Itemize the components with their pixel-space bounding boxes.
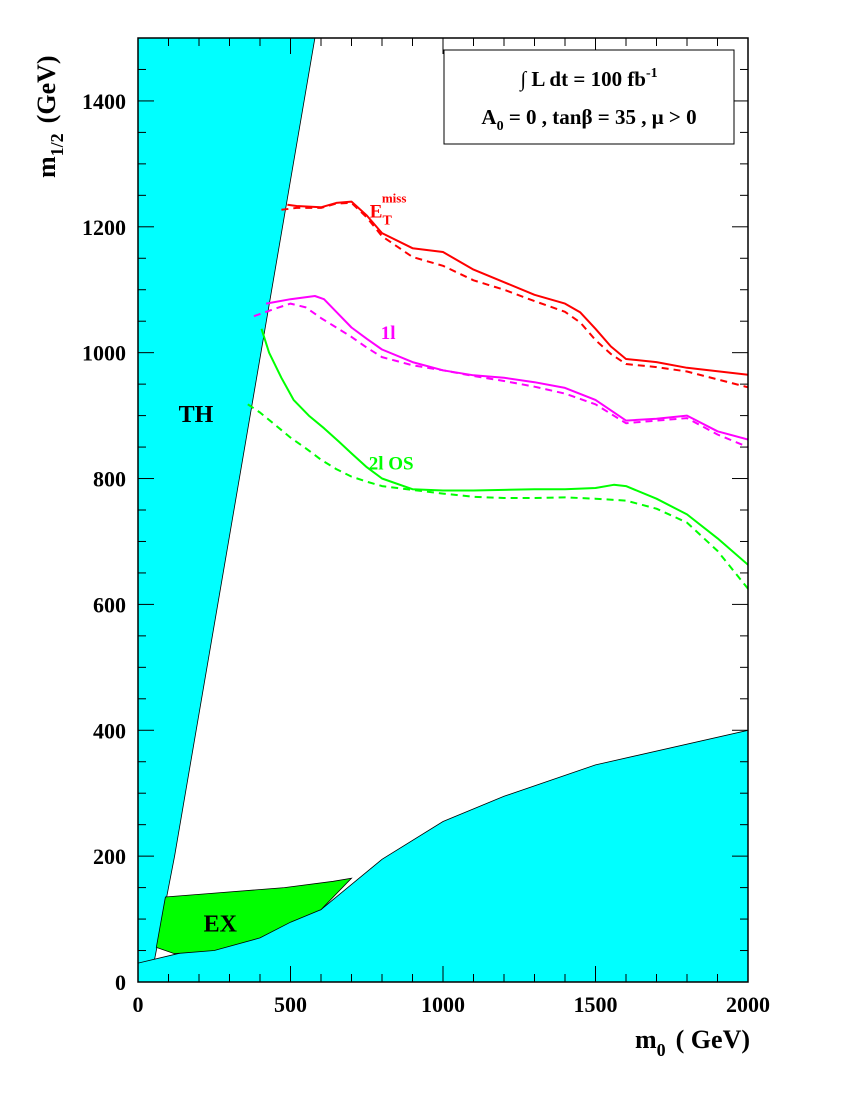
x-axis-title-sub: 0 xyxy=(657,1040,666,1060)
x-axis-title-unit: ( GeV) xyxy=(676,1025,750,1054)
x-tick-label: 2000 xyxy=(726,992,770,1017)
legend-line-2-sub: 0 xyxy=(497,119,504,134)
series-line-1-dashed xyxy=(281,201,748,389)
y-tick-label: 200 xyxy=(93,844,126,869)
series-line-4-solid xyxy=(260,328,748,566)
axes-layer: 0 500 1000 1500 2000 0 200 400 600 800 1000 1200 140… xyxy=(82,37,770,1017)
region-label-th: TH xyxy=(179,402,214,428)
y-tick-label: 1200 xyxy=(82,215,126,240)
series-line-0-solid xyxy=(287,200,748,376)
y-tick-label: 0 xyxy=(115,970,126,995)
y-axis-title: m1/2(GeV) xyxy=(32,55,67,178)
legend-frame xyxy=(443,49,735,145)
y-tick-label: 1400 xyxy=(82,89,126,114)
legend-line-2-rest: = 0 , tanβ = 35 , μ > 0 xyxy=(504,105,697,129)
labels-layer: TH EX ETmiss 1l 2l OS xyxy=(179,190,414,937)
y-axis-title-unit: (GeV) xyxy=(32,55,61,123)
series-label-0: ETmiss xyxy=(370,190,407,228)
y-tick-label: 400 xyxy=(93,718,126,743)
legend-box: ∫ L dt = 100 fb-1 A0 = 0 , tanβ = 35 , μ… xyxy=(443,49,735,145)
x-tick-label: 500 xyxy=(274,992,307,1017)
series-line-5-dashed xyxy=(247,403,748,590)
x-tick-label: 0 xyxy=(133,992,144,1017)
series-line-3-dashed xyxy=(253,302,748,449)
x-axis-title: m0( GeV) xyxy=(635,1025,750,1060)
legend-line-1-sup: -1 xyxy=(646,66,658,81)
legend-line-1: ∫ L dt = 100 fb-1 xyxy=(518,66,657,92)
region-label-ex: EX xyxy=(204,912,238,938)
series-label-2: 1l xyxy=(381,323,396,344)
y-tick-label: 600 xyxy=(93,592,126,617)
x-tick-label: 1500 xyxy=(574,992,618,1017)
series-layer xyxy=(247,200,748,590)
y-tick-label: 800 xyxy=(93,467,126,492)
y-axis-title-sub: 1/2 xyxy=(47,133,67,156)
series-label-4: 2l OS xyxy=(369,454,414,475)
series-line-2-solid xyxy=(265,295,748,441)
region-th xyxy=(138,38,316,982)
x-tick-label: 1000 xyxy=(421,992,465,1017)
legend-line-2: A0 = 0 , tanβ = 35 , μ > 0 xyxy=(481,105,696,134)
y-tick-label: 1000 xyxy=(82,341,126,366)
regions-layer xyxy=(138,38,748,982)
region-ex xyxy=(155,877,353,955)
